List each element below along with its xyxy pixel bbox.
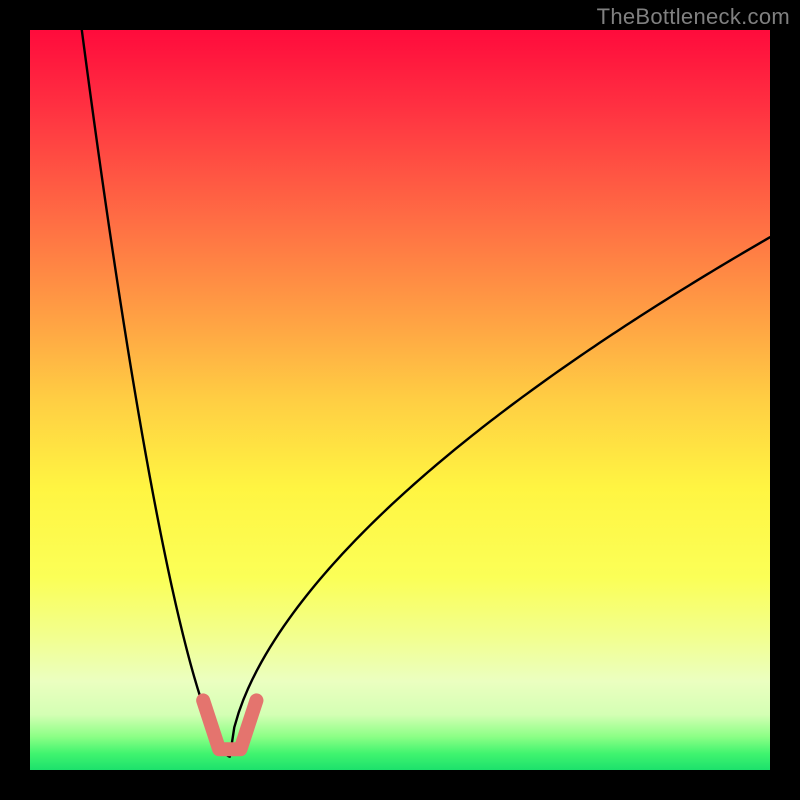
chart-frame: { "watermark": { "text": "TheBottleneck.…: [0, 0, 800, 800]
gradient-background: [30, 30, 770, 770]
watermark-text: TheBottleneck.com: [597, 4, 790, 30]
bottleneck-svg: [30, 30, 770, 770]
plot-area: [30, 30, 770, 770]
